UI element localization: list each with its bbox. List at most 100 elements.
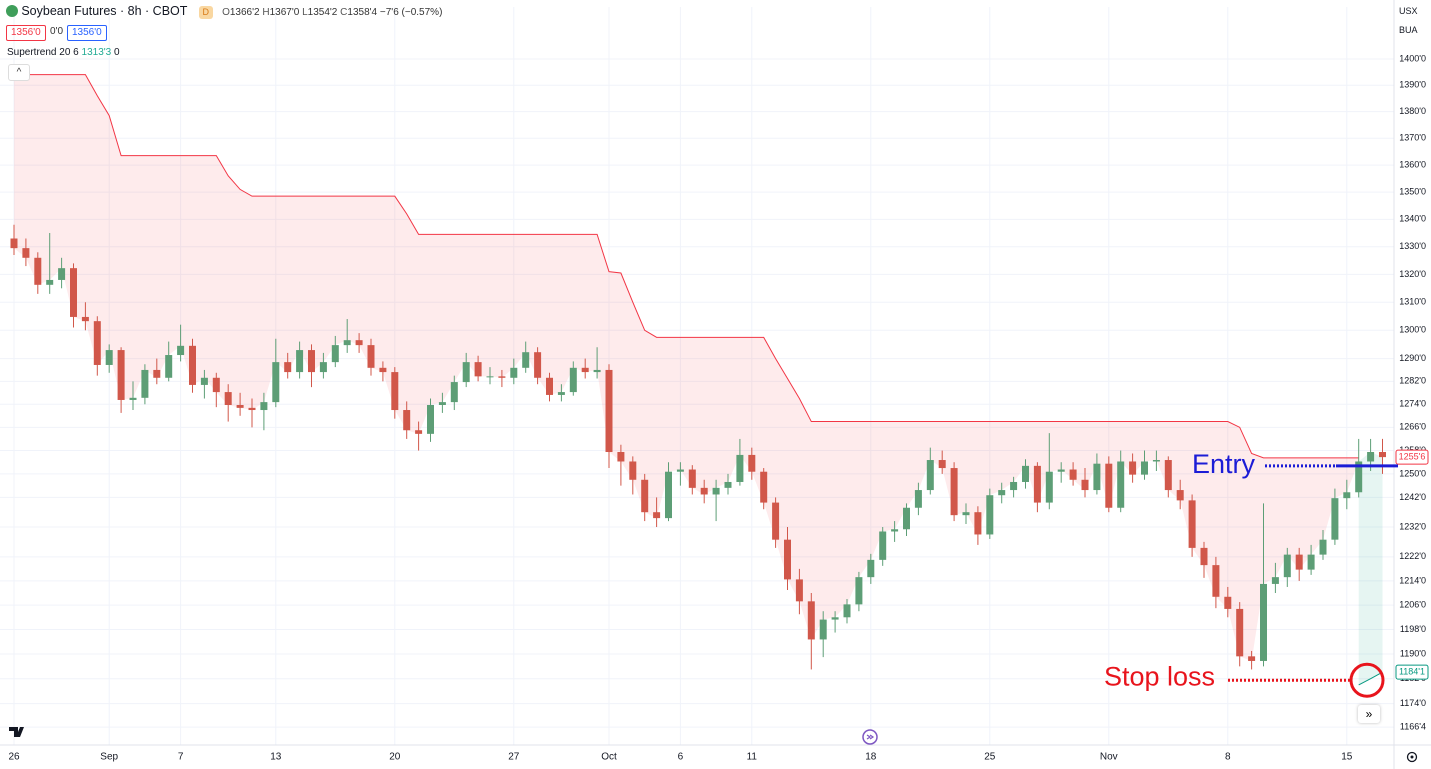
candle-body bbox=[1295, 554, 1303, 570]
y-tick-label: 1320'0 bbox=[1399, 269, 1426, 279]
ohlc-key: H bbox=[262, 7, 270, 18]
candle-body bbox=[962, 512, 970, 516]
candle-body bbox=[843, 604, 851, 618]
currency[interactable]: USX bbox=[1399, 6, 1418, 16]
candle-body bbox=[46, 279, 54, 285]
y-tick-label: 1222'0 bbox=[1399, 551, 1426, 561]
candle-body bbox=[546, 377, 553, 395]
candle-body bbox=[319, 362, 327, 373]
y-tick-label: 1198'0 bbox=[1400, 624, 1426, 634]
y-tick-label: 1174'0 bbox=[1400, 698, 1426, 708]
price-label: 1255'6 bbox=[1399, 451, 1426, 461]
candle-body bbox=[105, 350, 113, 365]
candle-body bbox=[474, 362, 482, 377]
indicator-extra: 0 bbox=[114, 47, 120, 58]
candle-body bbox=[438, 402, 446, 405]
candle-body bbox=[760, 471, 768, 503]
candle-body bbox=[819, 619, 827, 640]
candle-body bbox=[367, 345, 375, 368]
candle-body bbox=[1224, 596, 1232, 609]
candle-body bbox=[141, 369, 149, 398]
y-tick-label: 1330'0 bbox=[1399, 241, 1426, 251]
candle-body bbox=[1057, 469, 1065, 472]
spread: 0'0 bbox=[50, 26, 64, 37]
candle-body bbox=[593, 369, 601, 373]
candle-body bbox=[1283, 554, 1291, 578]
y-tick-label: 1350'0 bbox=[1399, 186, 1426, 196]
x-tick-label: 20 bbox=[389, 752, 401, 763]
candle-body bbox=[1045, 471, 1053, 503]
candle-body bbox=[1331, 498, 1339, 540]
candle-body bbox=[950, 468, 958, 516]
supertrend-fill bbox=[14, 74, 1359, 661]
y-tick-label: 1290'0 bbox=[1399, 353, 1426, 363]
candle-body bbox=[1200, 547, 1208, 566]
candle-body bbox=[748, 454, 756, 472]
candle-body bbox=[224, 392, 232, 405]
plot-background bbox=[0, 7, 1394, 745]
candle-body bbox=[736, 454, 744, 482]
candle-body bbox=[1307, 554, 1315, 570]
x-tick-label: Nov bbox=[1100, 752, 1118, 763]
candle-body bbox=[189, 345, 196, 385]
candle-body bbox=[676, 469, 684, 472]
candle-body bbox=[1033, 465, 1041, 503]
candle-body bbox=[34, 257, 42, 285]
candle-body bbox=[129, 397, 137, 400]
candle-body bbox=[117, 350, 125, 400]
candle-body bbox=[212, 377, 220, 393]
candle-body bbox=[510, 367, 518, 378]
x-tick-label: 27 bbox=[508, 752, 520, 763]
candle-body bbox=[58, 268, 66, 280]
y-tick-label: 1340'0 bbox=[1399, 214, 1426, 224]
buy-button[interactable]: 1356'0 bbox=[67, 25, 107, 41]
candle-body bbox=[331, 345, 339, 363]
y-tick-label: 1190'0 bbox=[1400, 648, 1426, 658]
candle-body bbox=[1164, 460, 1172, 491]
indicator-value: 1313'3 bbox=[81, 47, 112, 58]
y-tick-label: 1360'0 bbox=[1399, 159, 1426, 169]
annotation-text: Stop loss bbox=[1104, 661, 1215, 691]
badge: D bbox=[198, 6, 213, 19]
y-tick-label: 1166'4 bbox=[1400, 721, 1426, 731]
supertrend-line bbox=[1358, 671, 1383, 686]
candle-body bbox=[724, 481, 732, 488]
y-tick-label: 1266'0 bbox=[1399, 422, 1426, 432]
candle-body bbox=[415, 430, 423, 434]
candle-body bbox=[1152, 460, 1160, 462]
candle-body bbox=[486, 376, 494, 378]
unit[interactable]: BUA bbox=[1399, 25, 1418, 35]
change: −7'6 (−0.57%) bbox=[379, 7, 443, 18]
symbol-title[interactable]: Soybean Futures · 8h · CBOT bbox=[21, 4, 188, 18]
candle-body bbox=[903, 507, 910, 530]
candle-body bbox=[665, 471, 672, 519]
candle-body bbox=[308, 350, 315, 373]
candle-body bbox=[998, 490, 1006, 496]
candle-body bbox=[914, 490, 922, 508]
indicator-name[interactable]: Supertrend bbox=[7, 47, 57, 58]
y-tick-label: 1232'0 bbox=[1399, 521, 1426, 531]
candle-body bbox=[391, 372, 399, 411]
candle-body bbox=[10, 238, 18, 249]
candle-body bbox=[557, 392, 565, 395]
candle-body bbox=[1319, 539, 1327, 555]
ohlc-value: 1358'4 bbox=[347, 7, 378, 18]
candle-body bbox=[1010, 481, 1018, 491]
candle-body bbox=[1129, 461, 1137, 475]
x-tick-label: Oct bbox=[601, 752, 617, 763]
settings-button bbox=[1406, 751, 1418, 763]
candle-body bbox=[498, 376, 506, 378]
sell-button[interactable]: 1356'0 bbox=[6, 25, 46, 41]
y-tick-label: 1380'0 bbox=[1399, 106, 1426, 116]
candle-body bbox=[700, 487, 708, 495]
candle-body bbox=[81, 316, 89, 322]
collapse-button[interactable]: ^ bbox=[8, 64, 30, 81]
candle-body bbox=[1176, 490, 1184, 501]
candle-body bbox=[938, 460, 946, 469]
scroll-button[interactable]: » bbox=[1358, 705, 1380, 723]
price-label-box bbox=[1395, 449, 1429, 465]
candle-body bbox=[272, 362, 280, 403]
x-tick-label: 11 bbox=[747, 752, 758, 763]
candle-body bbox=[926, 460, 934, 491]
